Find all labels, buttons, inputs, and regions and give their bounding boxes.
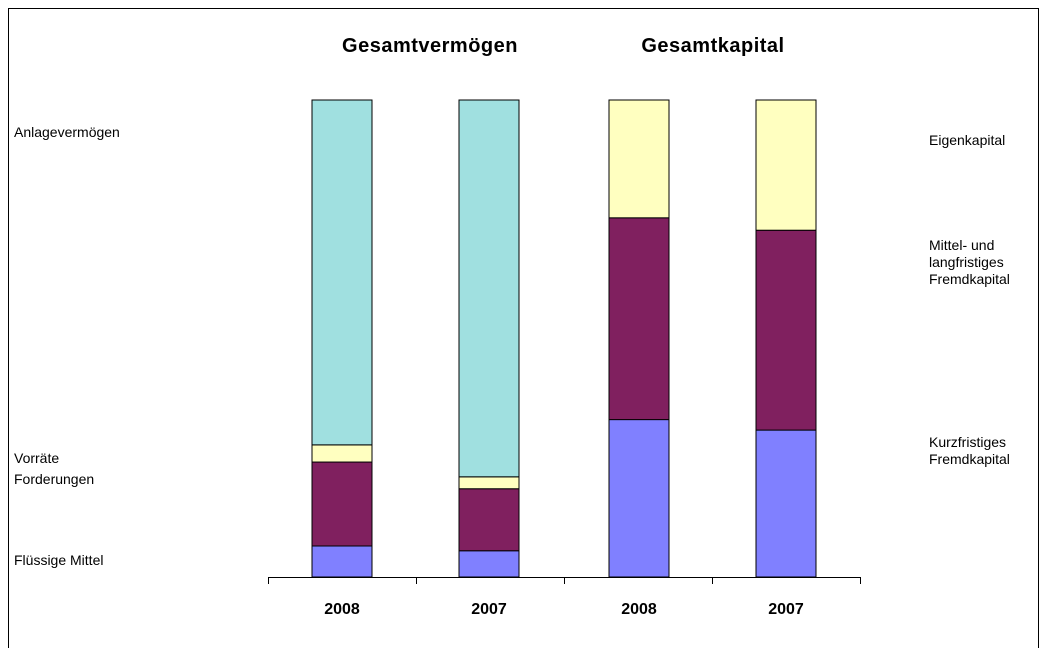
series-label: Eigenkapital (929, 132, 1006, 148)
bar-segment (755, 429, 817, 578)
bar-segment (311, 545, 373, 578)
series-label: Kurzfristiges Fremdkapital (929, 434, 1010, 467)
group-title: Gesamtvermögen (342, 35, 518, 57)
x-tick-label: 2007 (471, 601, 507, 618)
series-label: Mittel- und langfristiges Fremdkapital (929, 237, 1010, 287)
series-label: Forderungen (14, 471, 95, 487)
bar-segment (755, 99, 817, 231)
bar-segment (458, 476, 520, 490)
bar-segment (755, 229, 817, 431)
bar-segment (311, 444, 373, 463)
bar-segment (458, 488, 520, 552)
bar-segment (608, 419, 670, 578)
series-label: Anlagevermögen (14, 124, 120, 140)
bar-segment (458, 99, 520, 478)
bar-segment (608, 217, 670, 421)
series-label: Vorräte (14, 450, 60, 466)
x-tick-label: 2008 (324, 601, 360, 618)
bar-segment (311, 99, 373, 446)
frame (8, 8, 1039, 648)
group-title: Gesamtkapital (641, 35, 784, 57)
x-tick-label: 2007 (768, 601, 804, 618)
bar-segment (311, 461, 373, 547)
bar-segment (608, 99, 670, 219)
x-tick-label: 2008 (621, 601, 657, 618)
bar-segment (458, 550, 520, 578)
series-label: Flüssige Mittel (14, 552, 104, 568)
